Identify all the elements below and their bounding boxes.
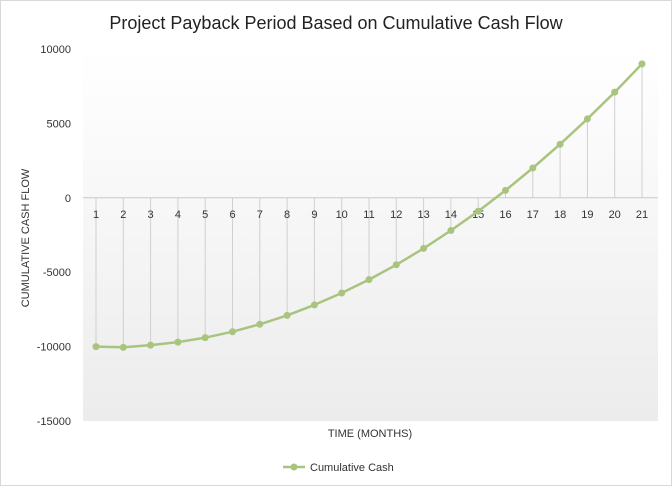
x-tick-label: 13 xyxy=(417,209,429,221)
data-point[interactable] xyxy=(583,115,591,123)
data-point[interactable] xyxy=(229,328,236,336)
data-point[interactable] xyxy=(201,334,209,342)
y-tick-label: -15000 xyxy=(37,416,71,428)
x-tick-label: 6 xyxy=(229,209,235,221)
x-tick-label: 16 xyxy=(499,209,511,221)
x-tick-label: 21 xyxy=(636,209,648,221)
data-point[interactable] xyxy=(256,320,264,328)
y-axis-ticks: 10000 5000 0 -5000 -10000 -15000 xyxy=(37,44,71,428)
data-point[interactable] xyxy=(420,244,428,252)
drop-lines xyxy=(95,63,643,348)
x-tick-label: 7 xyxy=(257,209,263,221)
data-point[interactable] xyxy=(392,261,400,269)
data-point[interactable] xyxy=(638,60,646,68)
data-point[interactable] xyxy=(365,276,373,284)
x-tick-label: 18 xyxy=(554,209,566,221)
x-tick-label: 12 xyxy=(390,209,402,221)
data-point[interactable] xyxy=(611,88,619,96)
y-tick-label: 10000 xyxy=(40,44,71,56)
data-point[interactable] xyxy=(310,301,318,309)
x-tick-label: 9 xyxy=(311,209,317,221)
x-tick-label: 3 xyxy=(148,209,154,221)
x-tick-label: 4 xyxy=(175,209,181,221)
data-point[interactable] xyxy=(529,164,537,172)
data-point[interactable] xyxy=(119,343,127,351)
y-tick-label: 0 xyxy=(65,193,71,205)
legend-marker-swatch xyxy=(290,463,298,471)
legend[interactable]: Cumulative Cash xyxy=(283,462,394,474)
x-tick-label: 19 xyxy=(581,209,593,221)
x-tick-label: 1 xyxy=(93,209,99,221)
x-axis-label: TIME (MONTHS) xyxy=(328,428,412,440)
chart-title: Project Payback Period Based on Cumulati… xyxy=(109,13,563,33)
x-tick-label: 8 xyxy=(284,209,290,221)
data-point[interactable] xyxy=(283,311,291,319)
data-point[interactable] xyxy=(474,207,482,215)
y-tick-label: 5000 xyxy=(47,118,71,130)
x-tick-label: 2 xyxy=(120,209,126,221)
x-axis-ticks: 1 2 3 4 5 6 7 8 9 10 11 12 13 14 15 16 17 18 19 20 21 xyxy=(93,209,648,221)
plot-area xyxy=(83,49,658,421)
series-cumulative-cash xyxy=(92,60,646,351)
legend-label: Cumulative Cash xyxy=(310,462,394,474)
data-point[interactable] xyxy=(174,338,182,346)
data-point[interactable] xyxy=(92,343,100,351)
data-point[interactable] xyxy=(338,289,346,297)
x-tick-label: 20 xyxy=(609,209,621,221)
x-tick-label: 11 xyxy=(363,209,374,221)
x-tick-label: 14 xyxy=(445,209,457,221)
y-tick-label: -5000 xyxy=(43,267,71,279)
data-point[interactable] xyxy=(447,227,455,235)
data-point[interactable] xyxy=(502,186,509,194)
x-tick-label: 17 xyxy=(527,209,539,221)
data-point[interactable] xyxy=(556,140,564,148)
y-tick-label: -10000 xyxy=(37,342,71,354)
y-axis-label: CUMULATIVE CASH FLOW xyxy=(20,168,32,307)
x-tick-label: 5 xyxy=(202,209,208,221)
x-tick-label: 10 xyxy=(336,209,348,221)
data-point[interactable] xyxy=(147,341,155,349)
